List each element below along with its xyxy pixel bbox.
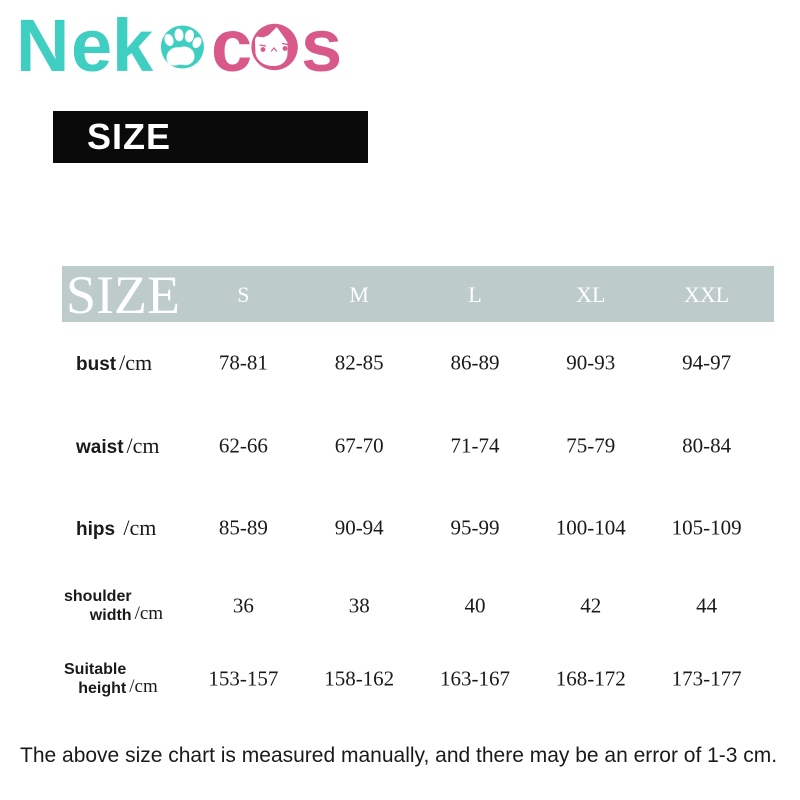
svg-text:s: s xyxy=(301,4,342,87)
svg-text:k: k xyxy=(112,4,154,87)
svg-text:c: c xyxy=(211,4,252,87)
svg-text:e: e xyxy=(71,4,112,87)
svg-text:N: N xyxy=(16,4,69,87)
